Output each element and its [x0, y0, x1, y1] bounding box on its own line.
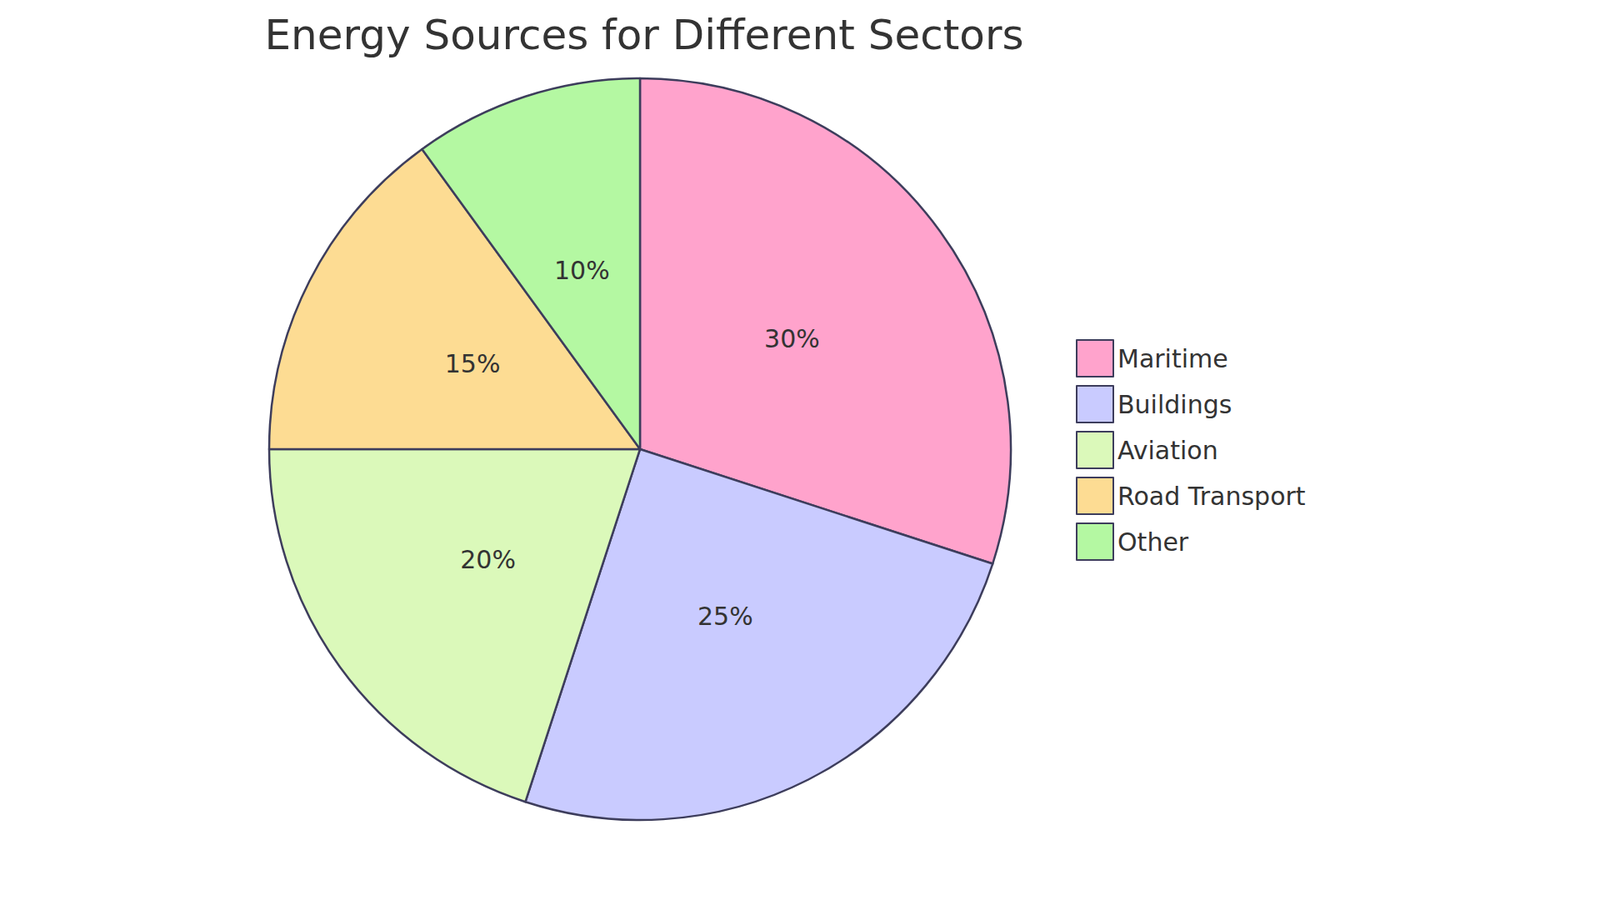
svg-text:Other: Other — [1117, 527, 1190, 557]
svg-text:30%: 30% — [764, 324, 820, 354]
svg-text:Aviation: Aviation — [1117, 435, 1219, 465]
svg-text:Road Transport: Road Transport — [1117, 481, 1306, 511]
svg-text:Energy Sources for Different S: Energy Sources for Different Sectors — [264, 10, 1024, 60]
svg-text:20%: 20% — [460, 545, 516, 575]
svg-text:15%: 15% — [445, 349, 501, 379]
svg-text:25%: 25% — [697, 601, 754, 631]
svg-text:Buildings: Buildings — [1117, 390, 1232, 420]
svg-text:Maritime: Maritime — [1117, 344, 1229, 374]
svg-text:10%: 10% — [554, 255, 610, 285]
